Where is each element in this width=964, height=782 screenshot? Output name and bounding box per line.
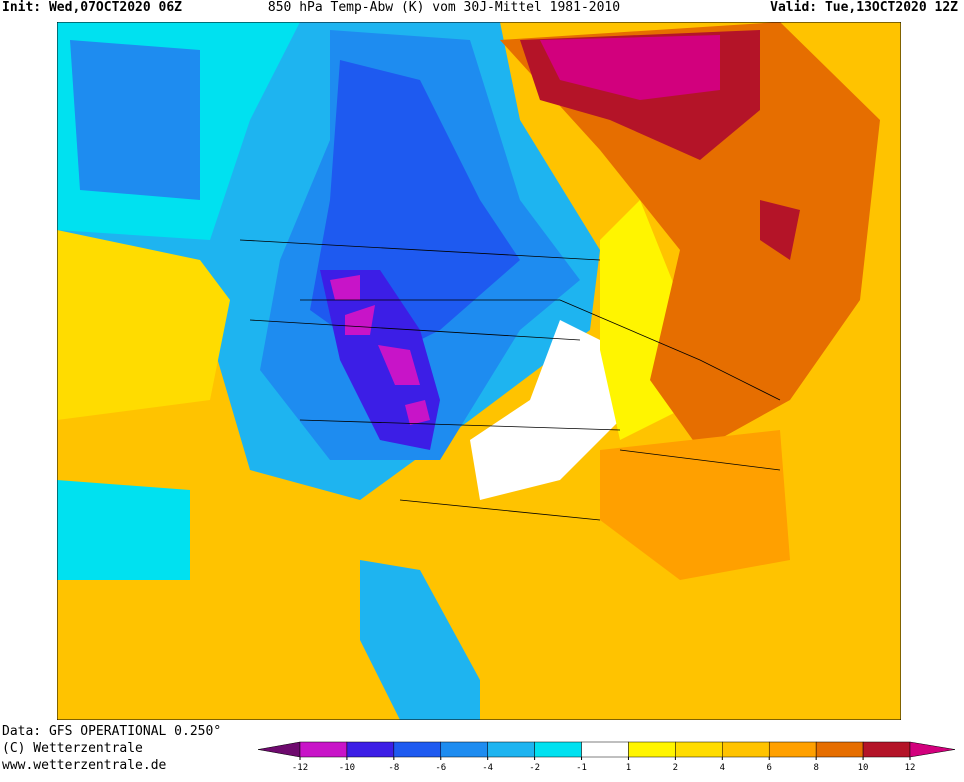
colorbar-label: -6 <box>435 763 446 773</box>
colorbar: -12 -10 -8 -6 -4 -2 -1 1 2 4 6 8 10 12 <box>257 741 956 773</box>
colorbar-label: -1 <box>576 763 587 773</box>
colorbar-label: -8 <box>388 763 399 773</box>
colorbar-swatch <box>768 741 817 758</box>
colorbar-swatch <box>862 741 911 758</box>
colorbar-label: 1 <box>626 763 631 773</box>
data-source: Data: GFS OPERATIONAL 0.250° <box>2 724 221 739</box>
colorbar-swatch <box>487 741 535 758</box>
colorbar-swatch <box>534 741 582 758</box>
colorbar-swatch <box>346 741 395 758</box>
colorbar-end <box>257 741 301 758</box>
colorbar-label: -2 <box>529 763 540 773</box>
colorbar-swatch <box>393 741 442 758</box>
init-time: Init: Wed,07OCT2020 06Z <box>2 0 182 15</box>
map <box>57 22 901 720</box>
colorbar-swatch <box>815 741 864 758</box>
colorbar-swatch <box>675 741 723 758</box>
colorbar-swatch <box>628 741 676 758</box>
map-title: 850 hPa Temp-Abw (K) vom 30J-Mittel 1981… <box>268 0 620 15</box>
colorbar-label: 10 <box>858 763 869 773</box>
copyright: (C) Wetterzentrale <box>2 741 143 756</box>
colorbar-swatch <box>581 741 629 758</box>
colorbar-label: -12 <box>292 763 308 773</box>
colorbar-label: 12 <box>905 763 916 773</box>
colorbar-label: 4 <box>720 763 725 773</box>
colorbar-label: 6 <box>767 763 772 773</box>
colorbar-swatch <box>440 741 488 758</box>
colorbar-label: 2 <box>673 763 678 773</box>
colorbar-label: 8 <box>813 763 818 773</box>
colorbar-label: -4 <box>482 763 493 773</box>
valid-time: Valid: Tue,13OCT2020 12Z <box>770 0 958 15</box>
colorbar-end <box>909 741 956 758</box>
colorbar-swatch <box>722 741 770 758</box>
colorbar-swatch <box>299 741 348 758</box>
colorbar-label: -10 <box>339 763 355 773</box>
website: www.wetterzentrale.de <box>2 758 167 773</box>
